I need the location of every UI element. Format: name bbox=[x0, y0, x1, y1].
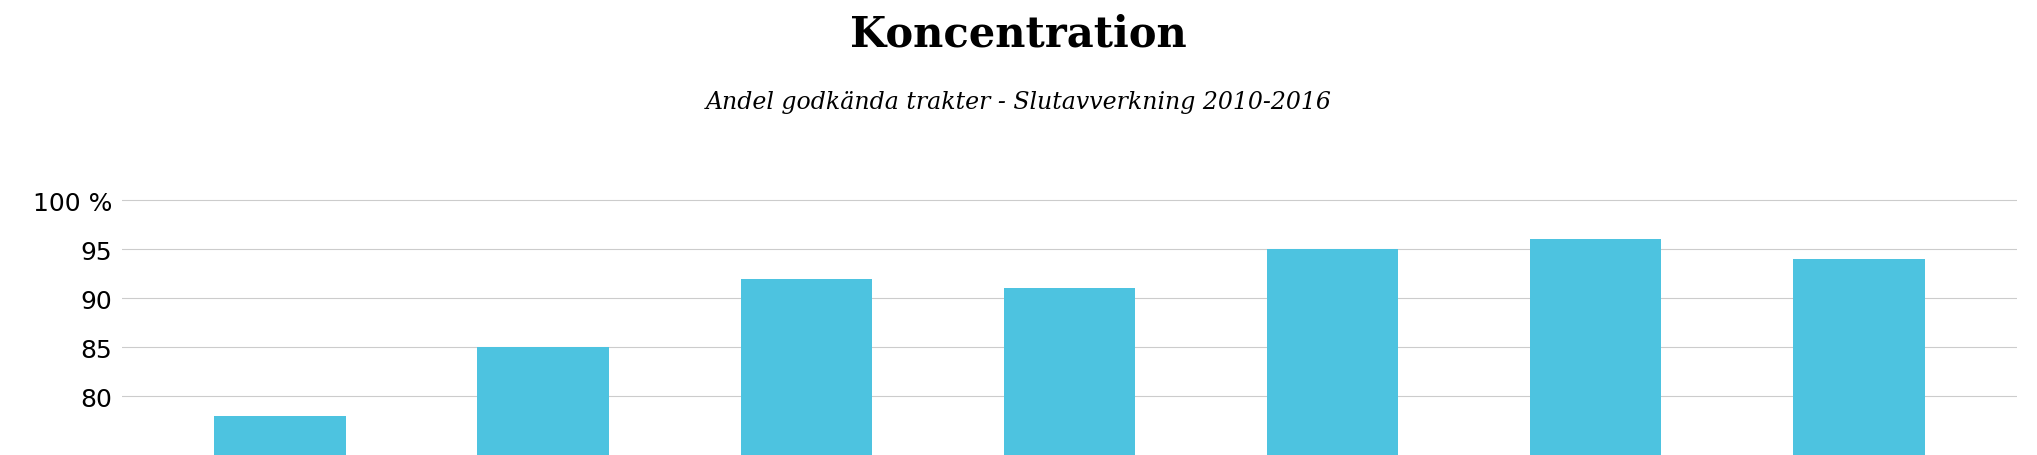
Text: Koncentration: Koncentration bbox=[849, 14, 1188, 56]
Bar bbox=[741, 279, 872, 455]
Bar bbox=[1004, 289, 1135, 455]
Bar bbox=[477, 348, 609, 455]
Bar bbox=[1793, 259, 1925, 455]
Bar bbox=[1267, 250, 1397, 455]
Bar bbox=[1530, 240, 1662, 455]
Text: Andel godkända trakter - Slutavverkning 2010-2016: Andel godkända trakter - Slutavverkning … bbox=[705, 91, 1332, 114]
Bar bbox=[214, 416, 346, 455]
